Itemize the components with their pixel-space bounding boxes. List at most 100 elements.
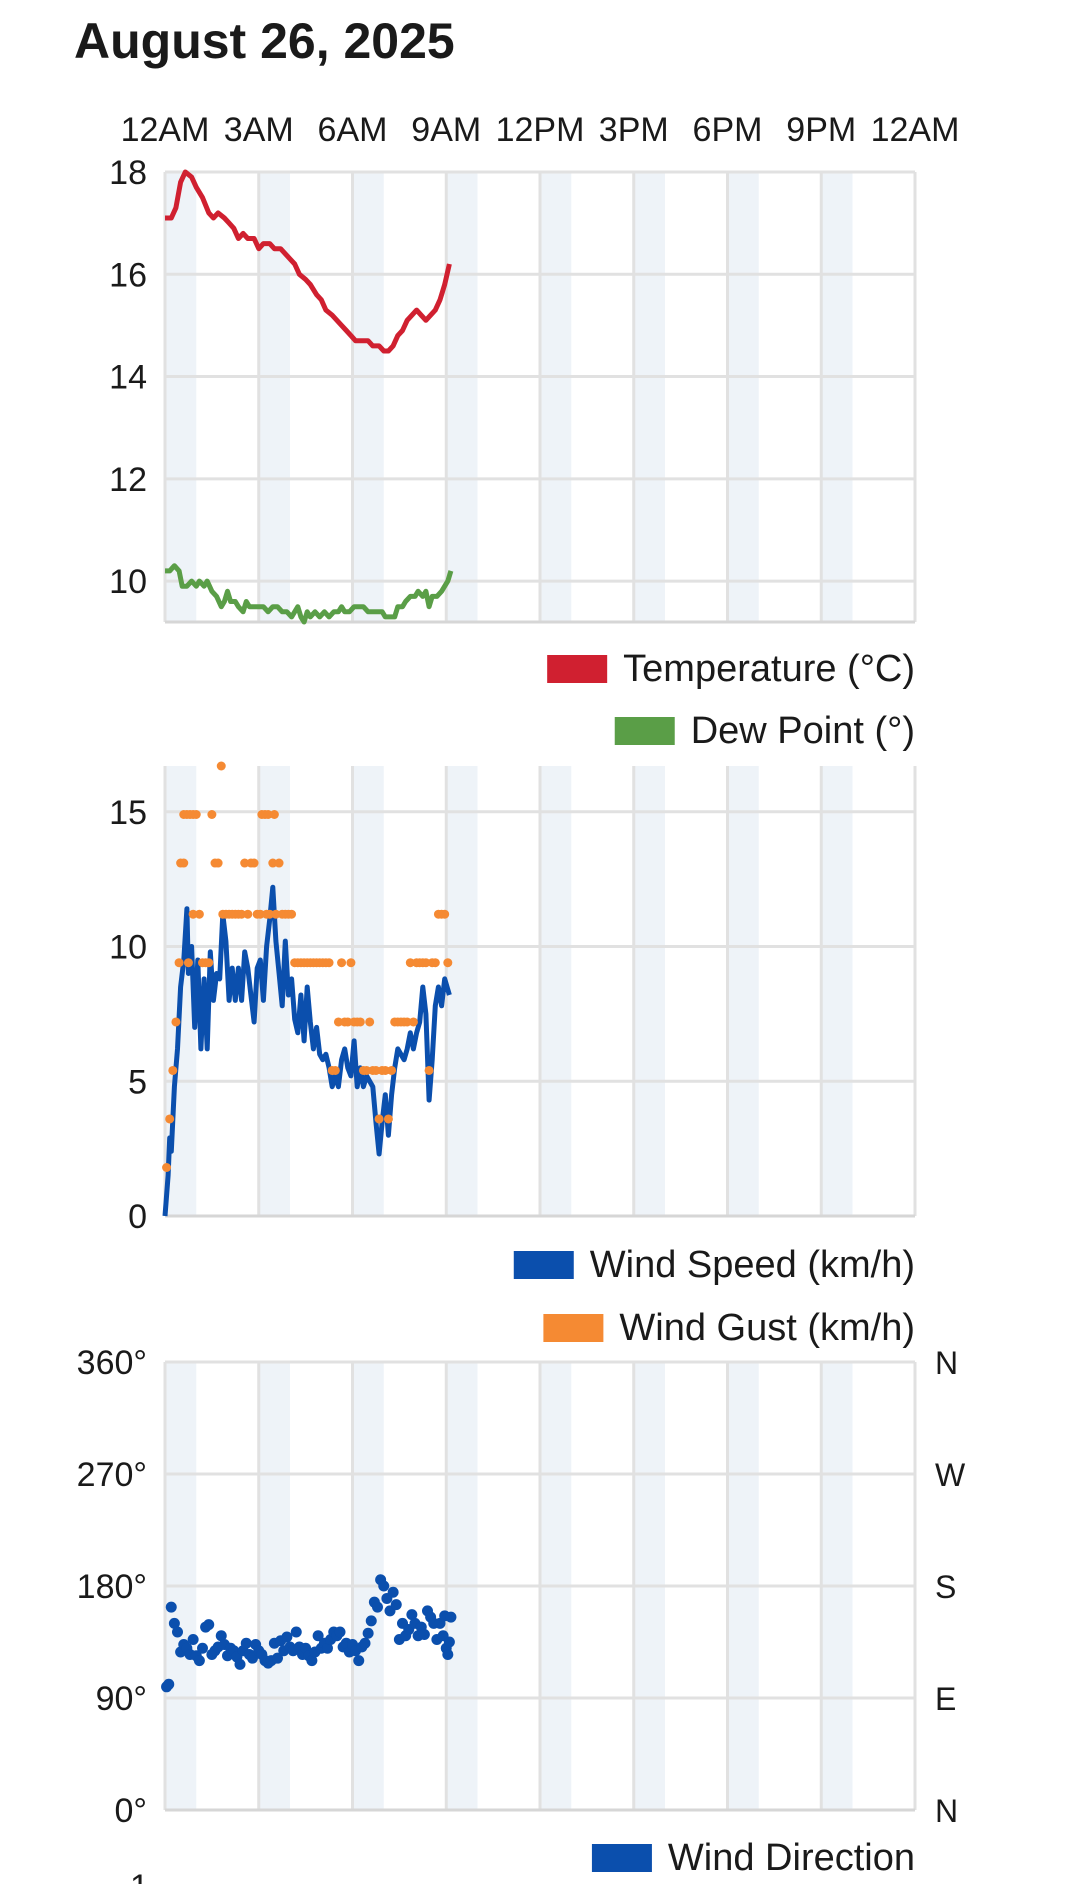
data-point bbox=[442, 1648, 454, 1660]
data-point bbox=[171, 1017, 181, 1027]
hour-band bbox=[633, 172, 665, 622]
compass-tick-label: N bbox=[935, 1345, 958, 1381]
data-point bbox=[274, 858, 284, 868]
data-point bbox=[355, 1017, 365, 1027]
y-tick-label: 0 bbox=[128, 1198, 147, 1236]
data-point bbox=[237, 909, 247, 919]
hour-band bbox=[258, 172, 290, 622]
data-point bbox=[203, 1619, 215, 1631]
legend-swatch bbox=[591, 1844, 652, 1872]
data-point bbox=[408, 1017, 418, 1027]
series-line bbox=[165, 169, 452, 354]
data-point bbox=[243, 909, 253, 919]
hour-band bbox=[821, 766, 853, 1216]
legend-swatch bbox=[547, 655, 608, 683]
data-point bbox=[234, 1658, 246, 1670]
hour-band bbox=[633, 766, 665, 1216]
data-point bbox=[324, 958, 334, 968]
hour-band bbox=[446, 766, 478, 1216]
data-point bbox=[240, 858, 250, 868]
data-point bbox=[187, 1634, 199, 1646]
data-point bbox=[353, 1655, 365, 1667]
data-point bbox=[362, 1627, 374, 1639]
data-point bbox=[378, 1580, 390, 1592]
hour-band bbox=[446, 172, 478, 622]
data-point bbox=[372, 1601, 383, 1613]
data-point bbox=[418, 1629, 430, 1641]
y-tick-label: 360° bbox=[77, 1344, 147, 1382]
data-point bbox=[165, 1114, 175, 1124]
y-tick-label: 0° bbox=[114, 1792, 147, 1830]
y-tick-label: 12 bbox=[109, 461, 147, 499]
data-point bbox=[188, 909, 198, 919]
hour-band bbox=[165, 172, 197, 622]
data-point bbox=[179, 858, 189, 868]
time-axis-label: 6AM bbox=[318, 111, 388, 149]
data-point bbox=[333, 1017, 343, 1027]
y-tick-label: 10 bbox=[109, 929, 147, 967]
time-axis-label: 12PM bbox=[496, 111, 585, 149]
legend-label: Dew Point (°) bbox=[691, 710, 915, 752]
data-point bbox=[343, 1017, 353, 1027]
data-point bbox=[197, 1642, 208, 1654]
legend-label: Wind Direction bbox=[668, 1837, 915, 1879]
data-point bbox=[430, 958, 440, 968]
data-point bbox=[334, 1626, 346, 1638]
data-point bbox=[213, 858, 223, 868]
data-point bbox=[168, 1065, 178, 1075]
data-point bbox=[387, 1586, 399, 1598]
data-point bbox=[424, 1065, 434, 1075]
compass-tick-label: S bbox=[935, 1569, 956, 1605]
compass-tick-label: N bbox=[935, 1793, 958, 1829]
data-point bbox=[337, 958, 347, 968]
data-point bbox=[374, 1114, 384, 1124]
data-point bbox=[443, 1636, 455, 1648]
data-point bbox=[174, 958, 184, 968]
data-point bbox=[445, 1611, 457, 1623]
series-line bbox=[162, 884, 452, 1217]
hour-band bbox=[821, 172, 853, 622]
series-line bbox=[165, 563, 454, 625]
compass-tick-label: W bbox=[935, 1457, 966, 1493]
time-axis-label: 3PM bbox=[599, 111, 669, 149]
legend-swatch bbox=[614, 717, 675, 745]
data-point bbox=[330, 1065, 340, 1075]
data-point bbox=[165, 1601, 177, 1613]
data-point bbox=[346, 958, 356, 968]
y-tick-label: 16 bbox=[109, 256, 147, 294]
y-tick-label: 18 bbox=[109, 154, 147, 192]
data-point bbox=[406, 1609, 418, 1621]
data-point bbox=[207, 810, 217, 820]
legend-label: Temperature (°C) bbox=[623, 648, 915, 690]
data-point bbox=[287, 909, 297, 919]
time-axis-label: 9AM bbox=[411, 111, 481, 149]
hour-band bbox=[352, 172, 384, 622]
data-point bbox=[269, 810, 279, 820]
time-axis-label: 6PM bbox=[693, 111, 763, 149]
data-point bbox=[380, 1065, 390, 1075]
data-point bbox=[193, 1655, 205, 1667]
data-point bbox=[249, 858, 259, 868]
data-point bbox=[362, 1065, 372, 1075]
y-tick-label: 180° bbox=[77, 1568, 147, 1606]
data-point bbox=[306, 1655, 318, 1667]
data-point bbox=[402, 1017, 412, 1027]
data-point bbox=[322, 1642, 333, 1654]
data-point bbox=[216, 761, 226, 771]
data-point bbox=[383, 1114, 393, 1124]
legend-label: Wind Gust (km/h) bbox=[619, 1307, 915, 1349]
data-point bbox=[272, 1652, 283, 1664]
data-point bbox=[271, 909, 281, 919]
y-tick-label: 5 bbox=[128, 1063, 147, 1101]
legend-label: Wind Speed (km/h) bbox=[590, 1244, 915, 1286]
data-point bbox=[365, 1615, 377, 1627]
data-point bbox=[281, 1631, 293, 1643]
hour-band bbox=[540, 766, 572, 1216]
page-title: August 26, 2025 bbox=[74, 13, 455, 69]
data-point bbox=[268, 858, 278, 868]
y-tick-label: 15 bbox=[109, 794, 147, 832]
data-point bbox=[163, 1678, 175, 1690]
compass-tick-label: E bbox=[935, 1681, 956, 1717]
data-point bbox=[191, 810, 201, 820]
y-tick-label: 270° bbox=[77, 1456, 147, 1494]
